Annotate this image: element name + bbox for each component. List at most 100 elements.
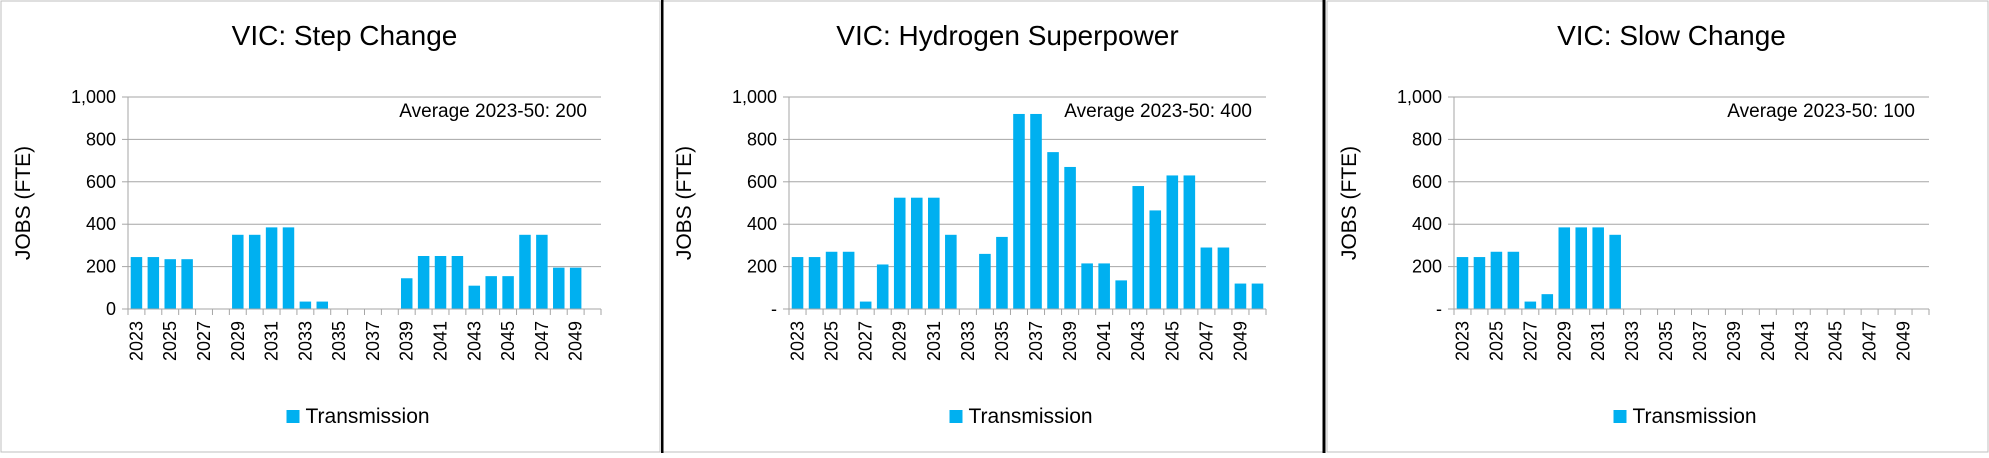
x-tick-label: 2049 bbox=[1894, 321, 1914, 361]
bar-2029 bbox=[232, 234, 244, 309]
bar-2040 bbox=[1081, 263, 1093, 309]
bar-2041 bbox=[434, 256, 447, 309]
bar-2028 bbox=[1541, 294, 1554, 309]
bar-2042 bbox=[1115, 280, 1127, 309]
x-tick-label: 2025 bbox=[1486, 321, 1506, 361]
x-tick-label: 2031 bbox=[262, 321, 282, 361]
y-tick-label: 800 bbox=[747, 129, 777, 149]
chart-frame bbox=[1326, 0, 1989, 453]
x-tick-label: 2033 bbox=[958, 321, 978, 361]
y-tick-label: 1,000 bbox=[1397, 87, 1442, 107]
x-tick-label: 2041 bbox=[1094, 321, 1114, 361]
x-tick-label: 2035 bbox=[1656, 321, 1676, 361]
bar-2033 bbox=[299, 301, 312, 309]
bar-2031 bbox=[928, 197, 940, 309]
x-tick-label: 2023 bbox=[788, 321, 808, 361]
bar-2039 bbox=[400, 278, 413, 309]
x-tick-label: 2049 bbox=[566, 321, 586, 361]
y-tick-label: 400 bbox=[747, 214, 777, 234]
bar-2024 bbox=[808, 257, 821, 309]
legend-label: Transmission bbox=[306, 405, 430, 428]
x-tick-label: 2033 bbox=[1622, 321, 1642, 361]
y-tick-label: 800 bbox=[1412, 129, 1442, 149]
x-tick-label: 2029 bbox=[890, 321, 910, 361]
legend-swatch bbox=[1613, 410, 1627, 423]
x-tick-label: 2029 bbox=[228, 321, 248, 361]
x-tick-label: 2047 bbox=[1860, 321, 1880, 361]
x-tick-label: 2033 bbox=[295, 321, 315, 361]
x-tick-label: 2043 bbox=[1128, 321, 1148, 361]
bar-2046 bbox=[1183, 175, 1196, 309]
bar-2039 bbox=[1064, 166, 1076, 309]
y-tick-label: 400 bbox=[1412, 214, 1442, 234]
bar-2044 bbox=[1149, 210, 1162, 309]
x-tick-label: 2023 bbox=[126, 321, 146, 361]
x-tick-label: 2047 bbox=[532, 321, 552, 361]
bar-2032 bbox=[282, 227, 295, 309]
bar-2041 bbox=[1098, 263, 1110, 309]
chart-title: VIC: Step Change bbox=[232, 20, 458, 51]
x-tick-label: 2045 bbox=[1826, 321, 1846, 361]
bar-2046 bbox=[519, 234, 531, 309]
y-tick-label: 600 bbox=[747, 172, 777, 192]
average-annotation: Average 2023-50: 200 bbox=[399, 101, 587, 122]
legend-label: Transmission bbox=[969, 405, 1093, 428]
bar-2026 bbox=[842, 251, 855, 309]
bar-2035 bbox=[996, 236, 1008, 309]
legend-label: Transmission bbox=[1633, 405, 1757, 428]
bar-2044 bbox=[485, 276, 497, 309]
bar-2032 bbox=[945, 234, 957, 309]
y-axis-label: JOBS (FTE) bbox=[1338, 146, 1361, 260]
y-tick-label: 800 bbox=[86, 129, 116, 149]
bar-2050 bbox=[1251, 283, 1264, 309]
bar-2030 bbox=[910, 197, 923, 309]
bar-2026 bbox=[1507, 251, 1520, 309]
x-tick-label: 2035 bbox=[329, 321, 349, 361]
x-tick-label: 2025 bbox=[160, 321, 180, 361]
bar-2047 bbox=[536, 234, 548, 309]
x-tick-label: 2037 bbox=[1690, 321, 1710, 361]
bar-2049 bbox=[1234, 283, 1247, 309]
y-axis-label: JOBS (FTE) bbox=[12, 146, 35, 260]
bar-2042 bbox=[451, 256, 464, 309]
x-tick-label: 2027 bbox=[1520, 321, 1540, 361]
chart-svg: VIC: Step Change 0 200 400 600 800 1,000 JOBS (… bbox=[0, 0, 661, 453]
x-tick-label: 2043 bbox=[1792, 321, 1812, 361]
bar-2025 bbox=[825, 251, 838, 309]
x-tick-label: 2047 bbox=[1196, 321, 1216, 361]
chart-panel-step-change: VIC: Step Change 0 200 400 600 800 1,000 JOBS (… bbox=[0, 0, 661, 453]
bar-2043 bbox=[468, 285, 481, 309]
x-tick-label: 2031 bbox=[924, 321, 944, 361]
bar-2043 bbox=[1132, 186, 1145, 309]
chart-title: VIC: Hydrogen Superpower bbox=[836, 20, 1178, 51]
bar-2049 bbox=[569, 267, 582, 309]
chart-svg: VIC: Hydrogen Superpower - 200 400 600 800 1,0… bbox=[660, 0, 1326, 453]
bar-2048 bbox=[1217, 247, 1230, 309]
bar-2037 bbox=[1030, 113, 1042, 310]
average-annotation: Average 2023-50: 100 bbox=[1727, 101, 1915, 122]
bar-2031 bbox=[265, 227, 278, 309]
y-tick-label: 600 bbox=[86, 172, 116, 192]
x-tick-label: 2039 bbox=[1724, 321, 1744, 361]
bar-2038 bbox=[1047, 152, 1059, 309]
bar-2026 bbox=[181, 259, 193, 309]
bar-2032 bbox=[1609, 234, 1621, 309]
x-tick-label: 2045 bbox=[1162, 321, 1182, 361]
bar-2024 bbox=[1473, 257, 1486, 309]
chart-frame bbox=[0, 0, 661, 453]
bar-2029 bbox=[893, 197, 906, 309]
y-axis-label: JOBS (FTE) bbox=[673, 146, 696, 260]
bar-2029 bbox=[1558, 227, 1571, 309]
x-tick-label: 2041 bbox=[431, 321, 451, 361]
x-tick-label: 2029 bbox=[1554, 321, 1574, 361]
x-tick-label: 2031 bbox=[1588, 321, 1608, 361]
x-tick-label: 2037 bbox=[1026, 321, 1046, 361]
bar-2045 bbox=[502, 276, 514, 309]
bar-2023 bbox=[130, 257, 143, 309]
y-tick-label: 0 bbox=[106, 299, 116, 319]
chart-svg: VIC: Slow Change - 200 400 600 800 1,000 JOBS (… bbox=[1326, 0, 1989, 453]
x-tick-label: 2023 bbox=[1452, 321, 1472, 361]
x-tick-label: 2035 bbox=[992, 321, 1012, 361]
bar-2034 bbox=[316, 301, 329, 309]
